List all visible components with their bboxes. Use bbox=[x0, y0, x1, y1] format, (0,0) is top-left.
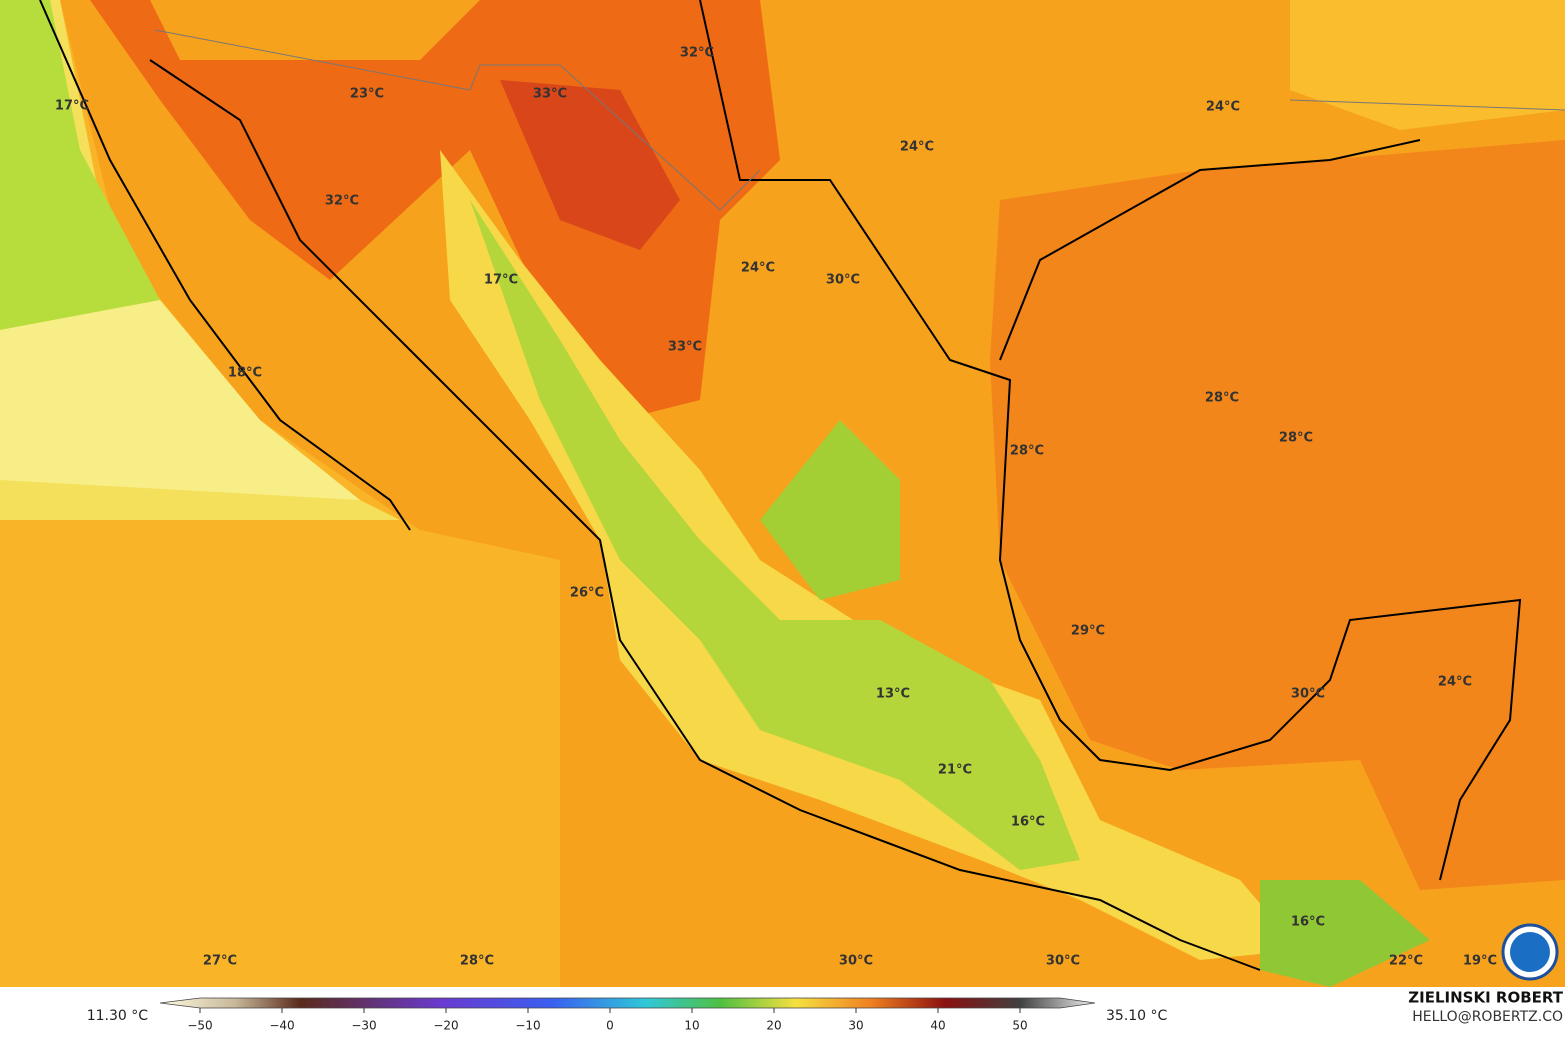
temperature-label: 24°C bbox=[900, 140, 934, 155]
temperature-label: 22°C bbox=[1389, 954, 1423, 969]
legend-background bbox=[0, 987, 1565, 1035]
temperature-label: 27°C bbox=[203, 954, 237, 969]
noaa-logo bbox=[1501, 923, 1559, 981]
colorbar-tick-label: 20 bbox=[766, 1019, 781, 1033]
temperature-label: 17°C bbox=[55, 99, 89, 114]
temperature-label: 24°C bbox=[1206, 100, 1240, 115]
temperature-label: 30°C bbox=[1291, 687, 1325, 702]
colorbar-tick-label: 40 bbox=[930, 1019, 945, 1033]
map-background bbox=[0, 0, 1565, 987]
temperature-label: 28°C bbox=[1205, 391, 1239, 406]
colorbar-tick-label: −50 bbox=[187, 1019, 212, 1033]
temperature-label: 33°C bbox=[668, 340, 702, 355]
temperature-label: 28°C bbox=[1010, 444, 1044, 459]
temperature-label: 21°C bbox=[938, 763, 972, 778]
colorbar-min: 11.30 °C bbox=[87, 1008, 149, 1024]
temperature-label: 24°C bbox=[741, 261, 775, 276]
colorbar-tick-label: −10 bbox=[515, 1019, 540, 1033]
colorbar-max: 35.10 °C bbox=[1106, 1008, 1168, 1024]
temperature-label: 23°C bbox=[350, 87, 384, 102]
colorbar-tick-label: −40 bbox=[269, 1019, 294, 1033]
temperature-label: 30°C bbox=[1046, 954, 1080, 969]
colorbar-tick-label: 10 bbox=[684, 1019, 699, 1033]
temperature-label: 26°C bbox=[570, 586, 604, 601]
temperature-label: 13°C bbox=[876, 687, 910, 702]
temperature-label: 28°C bbox=[460, 954, 494, 969]
temperature-label: 16°C bbox=[1291, 915, 1325, 930]
temperature-label: 30°C bbox=[826, 273, 860, 288]
credit-author: ZIELINSKI ROBERT bbox=[1408, 989, 1563, 1007]
temperature-label: 28°C bbox=[1279, 431, 1313, 446]
colorbar-tick-label: −30 bbox=[351, 1019, 376, 1033]
temperature-label: 32°C bbox=[325, 194, 359, 209]
colorbar bbox=[159, 997, 1096, 1009]
temperature-label: 18°C bbox=[228, 366, 262, 381]
colorbar-tick-label: 50 bbox=[1012, 1019, 1027, 1033]
temperature-label: 24°C bbox=[1438, 675, 1472, 690]
temperature-label: 33°C bbox=[533, 87, 567, 102]
colorbar-tick-label: −20 bbox=[433, 1019, 458, 1033]
colorbar-tick-label: 0 bbox=[606, 1019, 614, 1033]
temperature-label: 17°C bbox=[484, 273, 518, 288]
colorbar-tick-label: 30 bbox=[848, 1019, 863, 1033]
temperature-label: 30°C bbox=[839, 954, 873, 969]
temperature-label: 32°C bbox=[680, 46, 714, 61]
temperature-label: 29°C bbox=[1071, 624, 1105, 639]
credit-email: HELLO@ROBERTZ.CO bbox=[1412, 1009, 1563, 1025]
temperature-label: 16°C bbox=[1011, 815, 1045, 830]
temperature-label: 19°C bbox=[1463, 954, 1497, 969]
